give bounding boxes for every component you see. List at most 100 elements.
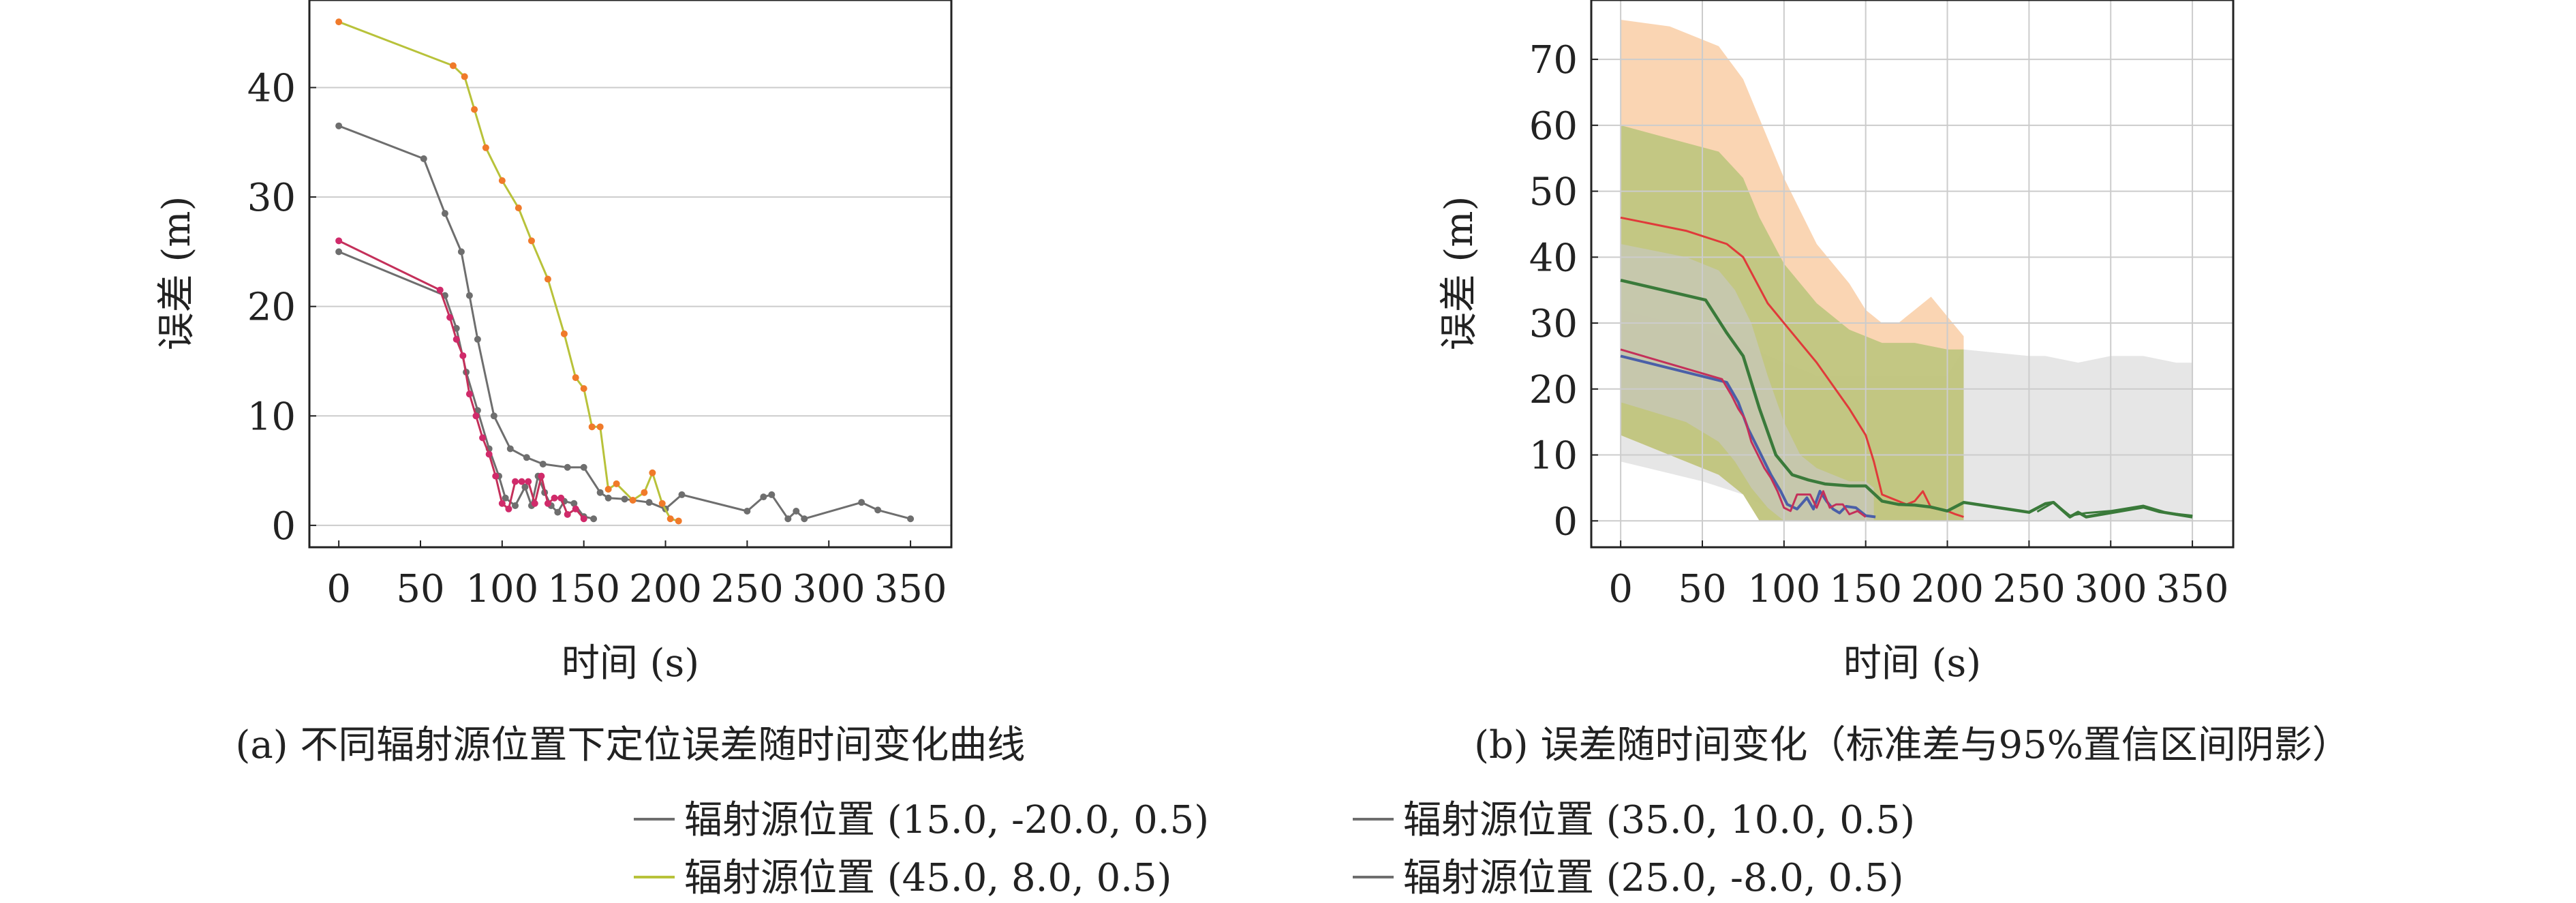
y-tick-label: 70 (1529, 38, 1578, 82)
data-point (446, 313, 454, 321)
data-point (465, 292, 473, 299)
data-point (471, 106, 478, 113)
data-point (515, 204, 522, 212)
x-tick-label: 0 (1608, 567, 1633, 611)
panel-b-y-axis-label: 误差 (m) (1437, 196, 1482, 351)
x-tick-label: 250 (711, 567, 784, 611)
y-tick-label: 30 (1529, 302, 1578, 346)
y-tick-label: 60 (1529, 104, 1578, 149)
data-point (621, 495, 628, 503)
data-point (505, 505, 512, 512)
data-point (554, 508, 562, 516)
data-point (613, 480, 620, 487)
data-point (544, 500, 551, 507)
x-tick-label: 200 (1911, 567, 1984, 611)
y-tick-label: 20 (247, 286, 296, 330)
data-point (538, 472, 545, 480)
data-point (590, 515, 598, 523)
data-point (459, 352, 467, 359)
x-tick-label: 300 (793, 567, 865, 611)
confidence-band (1621, 244, 1874, 521)
data-point (801, 515, 808, 523)
data-point (675, 517, 682, 525)
data-point (596, 489, 604, 496)
legend-item: 辐射源位置 (35.0, 10.0, 0.5) (1353, 798, 1915, 842)
data-point (523, 454, 530, 461)
data-point (485, 450, 493, 458)
y-tick-label: 0 (271, 504, 296, 549)
data-point (498, 500, 506, 507)
data-point (335, 237, 343, 245)
legend-item: 辐射源位置 (45.0, 8.0, 0.5) (634, 856, 1172, 900)
data-point (604, 485, 612, 493)
panel-a-gridlines (309, 87, 951, 526)
data-point (335, 18, 343, 26)
legend-item: 辐射源位置 (25.0, -8.0, 0.5) (1353, 856, 1903, 900)
data-point (858, 499, 865, 506)
data-point (512, 502, 519, 509)
panel-a-ticks: 0 50 100 150 200 250 300 350 0 10 20 30 40 (247, 66, 947, 611)
data-point (335, 122, 343, 129)
series-line (338, 239, 585, 520)
y-tick-label: 20 (1529, 368, 1578, 412)
data-point (907, 515, 915, 523)
data-point (539, 460, 547, 468)
data-point (645, 499, 653, 506)
series-line (338, 125, 911, 520)
data-point (531, 500, 538, 507)
series-line (1620, 348, 1867, 518)
data-point (335, 248, 343, 256)
data-point (527, 237, 535, 245)
data-point (580, 515, 587, 523)
y-tick-label: 10 (1529, 434, 1578, 478)
data-point (449, 62, 457, 70)
panel-b-chart: 0 50 100 150 200 250 300 350 0 10 20 30 40 50 60 70 时间 … (1437, 0, 2350, 767)
data-point (479, 434, 487, 442)
data-point (512, 478, 519, 485)
data-point (588, 423, 596, 431)
data-point (461, 73, 468, 80)
y-tick-label: 10 (247, 395, 296, 439)
x-tick-label: 300 (2074, 567, 2147, 611)
data-point (564, 463, 571, 471)
data-point (678, 491, 686, 498)
x-tick-label: 50 (396, 567, 444, 611)
x-tick-label: 150 (547, 567, 620, 611)
data-point (793, 508, 800, 515)
data-point (551, 494, 558, 502)
data-point (596, 423, 604, 431)
data-point (506, 445, 514, 453)
y-tick-label: 40 (247, 66, 296, 110)
legend: 辐射源位置 (15.0, -20.0, 0.5) 辐射源位置 (35.0, 10… (634, 798, 1915, 900)
panel-a-chart: 0 50 100 150 200 250 300 350 0 10 20 30 40 时间 (s) 误差… (155, 0, 1025, 767)
panel-b-axes-frame (1590, 0, 2235, 549)
x-tick-label: 250 (1993, 567, 2066, 611)
series-line (2036, 501, 2193, 517)
data-point (784, 515, 792, 523)
data-point (474, 335, 481, 343)
data-point (760, 493, 767, 501)
data-point (564, 510, 571, 518)
data-point (666, 515, 674, 523)
panel-a-x-axis-label: 时间 (s) (562, 641, 699, 686)
data-point (521, 483, 529, 491)
panel-a-series-layer (335, 18, 915, 525)
series-line (1620, 216, 1964, 518)
data-point (629, 496, 637, 504)
data-point (560, 330, 568, 337)
series-line (338, 20, 679, 522)
data-point (525, 478, 532, 485)
data-point (472, 412, 480, 420)
x-tick-label: 350 (874, 567, 947, 611)
x-tick-label: 100 (465, 567, 538, 611)
data-point (743, 508, 751, 515)
panel-b-confidence-bands (1621, 20, 2193, 521)
data-point (658, 500, 666, 507)
legend-item: 辐射源位置 (15.0, -20.0, 0.5) (634, 798, 1209, 842)
data-point (544, 275, 551, 283)
data-point (436, 286, 444, 294)
panel-b-series-layer (1620, 216, 2193, 519)
data-point (570, 500, 578, 507)
data-point (768, 491, 776, 498)
data-point (580, 463, 587, 471)
